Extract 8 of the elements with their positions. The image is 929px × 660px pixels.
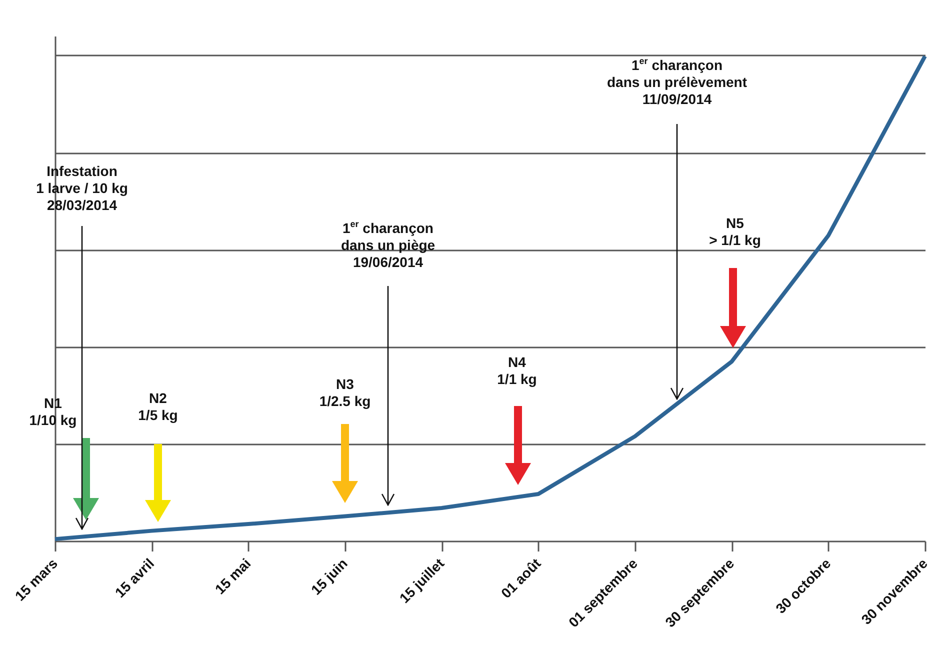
x-tick-label: 15 mai [212,555,254,598]
annotation: 1$^{er}$ charançon dans un prélèvement 11/09/2014 [606,56,748,108]
annotation: 1$^{er}$ charançon dans un piège 19/06/2014 [340,219,436,271]
x-tick-label: 15 juin [308,555,350,598]
annotation: N5 > 1/1 kg [709,215,761,249]
annotation: N2 1/5 kg [138,390,178,424]
annotation: N4 1/1 kg [497,354,537,388]
annotation: N3 1/2.5 kg [319,376,371,410]
